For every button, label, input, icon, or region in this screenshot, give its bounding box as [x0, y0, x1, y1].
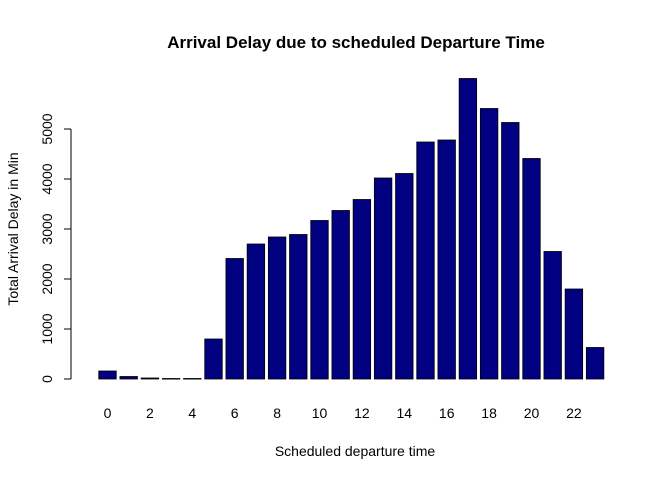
bar-hour-12: [352, 199, 372, 380]
x-tick-label: 18: [481, 405, 497, 421]
y-tick-label: 4000: [39, 163, 55, 194]
y-axis-label: Total Arrival Delay in Min: [5, 152, 21, 305]
bar-hour-0: [98, 370, 117, 380]
bar-hour-8: [267, 236, 287, 380]
x-tick-label: 12: [354, 405, 370, 421]
bar-hour-18: [479, 108, 499, 380]
x-tick-label: 2: [146, 405, 154, 421]
y-tick-label: 3000: [39, 213, 55, 244]
bar-hour-3: [161, 378, 181, 380]
bar-hour-6: [225, 258, 244, 380]
x-axis-tick-labels: 0 2 4 6 8 10 12 14 16 18 20 22: [104, 405, 582, 421]
bar-hour-2: [140, 377, 160, 380]
bar-hour-10: [310, 220, 329, 380]
bar-hour-13: [373, 177, 393, 380]
y-tick-label: 0: [39, 375, 55, 383]
bar-hour-1: [119, 376, 138, 380]
bar-hour-15: [416, 141, 435, 380]
bar-hour-17: [458, 78, 478, 380]
bar-hour-4: [183, 378, 202, 380]
x-tick-label: 16: [439, 405, 455, 421]
x-tick-label: 0: [104, 405, 112, 421]
bar-hour-21: [543, 251, 562, 380]
y-tick-label: 2000: [39, 263, 55, 294]
bars: [98, 78, 605, 380]
y-tick-label: 1000: [39, 313, 55, 344]
x-tick-label: 6: [231, 405, 239, 421]
bar-hour-23: [585, 347, 605, 380]
x-tick-label: 20: [524, 405, 540, 421]
bar-hour-22: [564, 288, 584, 380]
bar-hour-16: [437, 139, 456, 380]
x-axis-label: Scheduled departure time: [275, 443, 436, 459]
x-tick-label: 4: [188, 405, 196, 421]
bar-hour-9: [289, 234, 308, 380]
bar-hour-11: [331, 210, 350, 380]
x-tick-label: 8: [273, 405, 281, 421]
chart-title: Arrival Delay due to scheduled Departure…: [167, 33, 545, 52]
bar-hour-19: [501, 122, 520, 380]
bar-hour-20: [522, 158, 541, 380]
bar-hour-5: [204, 338, 223, 380]
x-tick-label: 10: [312, 405, 328, 421]
y-axis: 0 1000 2000 3000 4000 5000: [39, 113, 72, 383]
bar-hour-7: [246, 243, 266, 380]
x-tick-label: 22: [566, 405, 582, 421]
x-tick-label: 14: [397, 405, 413, 421]
bar-hour-14: [395, 173, 414, 380]
y-tick-label: 5000: [39, 113, 55, 144]
